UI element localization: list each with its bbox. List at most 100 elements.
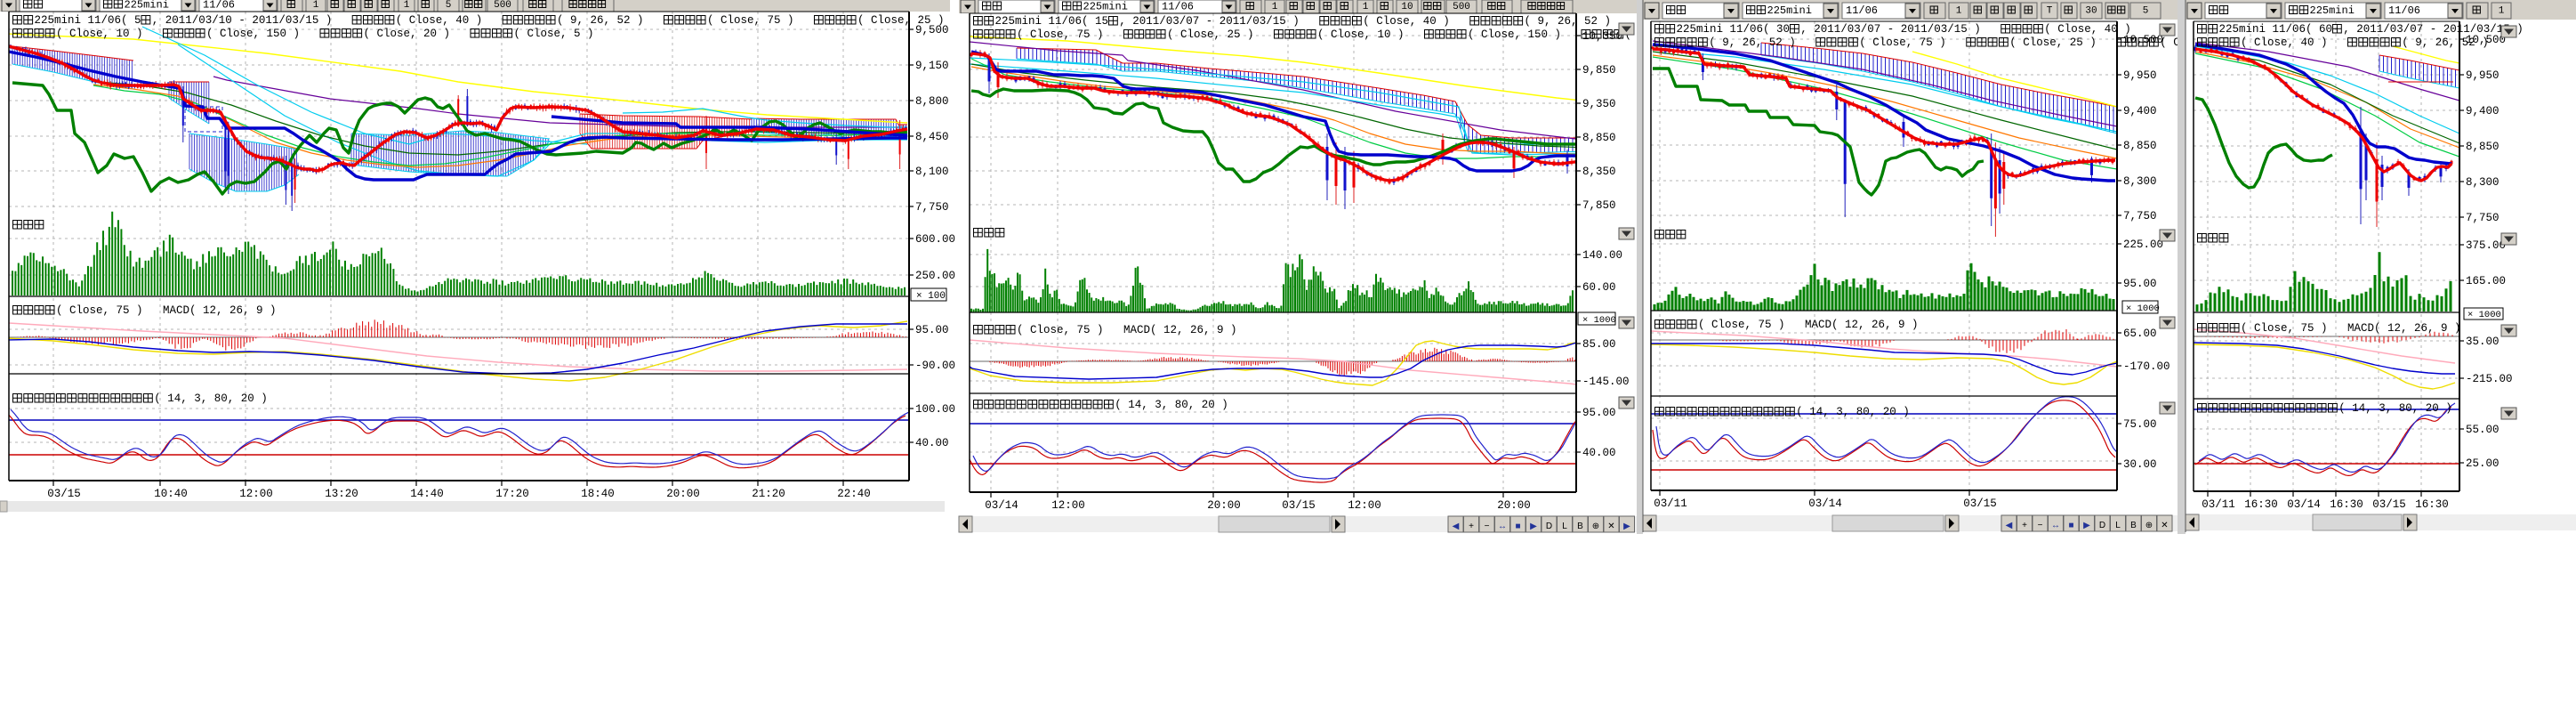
svg-text:5: 5 xyxy=(2143,6,2149,17)
svg-text:03/11: 03/11 xyxy=(2202,498,2235,511)
svg-text:8,800: 8,800 xyxy=(915,95,949,108)
svg-text:95.00: 95.00 xyxy=(1582,407,1616,419)
svg-text:85.00: 85.00 xyxy=(1582,338,1616,351)
svg-text:7,750: 7,750 xyxy=(2466,212,2500,224)
svg-text:, 2011/03/07 - 2011/03/15 ): , 2011/03/07 - 2011/03/15 ) xyxy=(1119,15,1319,28)
svg-text:-90.00: -90.00 xyxy=(915,360,955,372)
svg-text:03/14: 03/14 xyxy=(1808,498,1842,510)
svg-text:( 14, 3, 80, 20 ): ( 14, 3, 80, 20 ) xyxy=(2339,402,2452,415)
svg-text:( Close, 75 ) MACD( 12, 26,: ( Close, 75 ) MACD( 12, 26, 9 ) xyxy=(1017,324,1237,336)
svg-text:75.00: 75.00 xyxy=(2123,418,2157,431)
svg-text:20:00: 20:00 xyxy=(1207,499,1241,512)
svg-text:9,500: 9,500 xyxy=(915,24,949,36)
svg-text:( Close, 5 ): ( Close, 5 ) xyxy=(514,28,594,40)
svg-text:( Close, 20 ): ( Close, 20 ) xyxy=(364,28,471,40)
svg-text:, 2011/03/07 - 2011/03/15 ): , 2011/03/07 - 2011/03/15 ) xyxy=(1800,23,2000,36)
svg-text:140.00: 140.00 xyxy=(1582,249,1622,262)
svg-text:55.00: 55.00 xyxy=(2466,424,2500,436)
svg-text:( Close, 10 ): ( Close, 10 ) xyxy=(56,28,163,40)
svg-text:20:00: 20:00 xyxy=(1497,499,1531,512)
svg-text:( Close, 75 ): ( Close, 75 ) xyxy=(707,14,814,27)
svg-text:10,500: 10,500 xyxy=(2466,34,2506,46)
svg-text:03/11: 03/11 xyxy=(1654,498,1687,510)
svg-text:20:00: 20:00 xyxy=(666,488,700,500)
svg-text:225mini: 225mini xyxy=(1767,4,1812,17)
svg-text:500: 500 xyxy=(1453,2,1470,12)
svg-text:225.00: 225.00 xyxy=(2123,239,2163,251)
svg-text:11/06: 11/06 xyxy=(1162,0,1194,12)
svg-text:12:00: 12:00 xyxy=(1051,499,1085,512)
svg-text:1: 1 xyxy=(1363,2,1369,12)
svg-text:9,850: 9,850 xyxy=(1582,64,1616,77)
svg-text:18:40: 18:40 xyxy=(581,488,615,500)
svg-text:8,450: 8,450 xyxy=(915,131,949,143)
svg-text:■: ■ xyxy=(2068,521,2073,530)
svg-text:11/06: 11/06 xyxy=(1846,4,1878,17)
svg-text:( Close, 25 ): ( Close, 25 ) xyxy=(857,14,945,27)
svg-text:L: L xyxy=(1562,522,1567,531)
svg-text:( Close, 150 ): ( Close, 150 ) xyxy=(206,28,320,40)
svg-text:03/15: 03/15 xyxy=(1963,498,1997,510)
svg-text:10:40: 10:40 xyxy=(154,488,188,500)
svg-text:( Close, 40 ): ( Close, 40 ) xyxy=(2044,23,2131,36)
svg-text:, 2011/03/10 - 2011/03/15 ): , 2011/03/10 - 2011/03/15 ) xyxy=(152,14,352,27)
svg-text:03/14: 03/14 xyxy=(2287,498,2321,511)
svg-text:1: 1 xyxy=(1272,2,1278,12)
svg-text:( Close, 10 ): ( Close, 10 ) xyxy=(1317,28,1424,41)
svg-text:225mini: 225mini xyxy=(125,0,169,11)
svg-text:7,750: 7,750 xyxy=(915,201,949,214)
svg-text:( Close, 75 ) MACD( 12, 26,: ( Close, 75 ) MACD( 12, 26, 9 ) xyxy=(1698,319,1919,331)
svg-text:8,350: 8,350 xyxy=(1582,166,1616,178)
svg-text:⊕: ⊕ xyxy=(1592,522,1599,531)
svg-text:65.00: 65.00 xyxy=(2123,328,2157,340)
svg-text:9,950: 9,950 xyxy=(2466,69,2500,82)
svg-text:( Close, 40 ): ( Close, 40 ) xyxy=(396,14,503,27)
svg-text:225mini 11/06( 5: 225mini 11/06( 5 xyxy=(35,14,141,27)
svg-text:13:20: 13:20 xyxy=(325,488,358,500)
svg-text:165.00: 165.00 xyxy=(2466,275,2506,287)
svg-text:▶: ▶ xyxy=(1530,522,1537,531)
svg-text:225mini: 225mini xyxy=(1083,0,1128,12)
svg-text:8,100: 8,100 xyxy=(915,166,949,178)
svg-text:× 1000: × 1000 xyxy=(2467,310,2501,320)
svg-text:( 9, 26, 52 ): ( 9, 26, 52 ) xyxy=(1709,36,1815,49)
svg-text:95.00: 95.00 xyxy=(915,324,949,336)
svg-text:16:30: 16:30 xyxy=(2415,498,2449,511)
svg-text:↔: ↔ xyxy=(2051,521,2060,530)
svg-text:225mini 11/06( 60: 225mini 11/06( 60 xyxy=(2219,23,2333,36)
svg-text:↔: ↔ xyxy=(1498,522,1507,531)
svg-text:12:00: 12:00 xyxy=(1348,499,1381,512)
svg-text:8,300: 8,300 xyxy=(2466,176,2500,189)
svg-text:( 14, 3, 80, 20 ): ( 14, 3, 80, 20 ) xyxy=(1796,406,1910,418)
svg-text:◀: ◀ xyxy=(2006,521,2013,530)
svg-text:■: ■ xyxy=(1515,522,1520,531)
svg-text:16:30: 16:30 xyxy=(2330,498,2363,511)
svg-text:( Close, 25 ): ( Close, 25 ) xyxy=(1167,28,1274,41)
svg-text:−: − xyxy=(1485,522,1490,531)
svg-text:L: L xyxy=(2115,521,2121,530)
svg-text:12:00: 12:00 xyxy=(239,488,273,500)
svg-text:60.00: 60.00 xyxy=(1582,281,1616,294)
svg-text:9,150: 9,150 xyxy=(915,60,949,72)
svg-text:( 14, 3, 80, 20 ): ( 14, 3, 80, 20 ) xyxy=(1115,399,1228,411)
svg-text:17:20: 17:20 xyxy=(495,488,529,500)
svg-text:8,850: 8,850 xyxy=(2123,140,2157,152)
svg-text:5: 5 xyxy=(446,0,452,11)
svg-text:14:40: 14:40 xyxy=(410,488,444,500)
svg-text:35.00: 35.00 xyxy=(2466,336,2500,348)
svg-text:1: 1 xyxy=(1956,6,1962,17)
svg-text:( Close, 40 ): ( Close, 40 ) xyxy=(1363,15,1469,28)
svg-text:11/06: 11/06 xyxy=(203,0,235,11)
svg-text:( Close, 40 ): ( Close, 40 ) xyxy=(2241,36,2347,49)
svg-text:( Close, 75 ) MACD( 12, 26,: ( Close, 75 ) MACD( 12, 26, 9 ) xyxy=(56,304,277,317)
svg-text:03/15: 03/15 xyxy=(47,488,81,500)
svg-text:40.00: 40.00 xyxy=(1582,447,1616,459)
svg-text:10: 10 xyxy=(1401,2,1413,12)
svg-text:✕: ✕ xyxy=(2161,521,2168,530)
svg-text:, 2011/03/07 - 2011/03/15 ): , 2011/03/07 - 2011/03/15 ) xyxy=(2343,23,2524,36)
svg-text:03/15: 03/15 xyxy=(2372,498,2406,511)
svg-text:( Close, 150 ): ( Close, 150 ) xyxy=(1468,28,1582,41)
svg-text:100.00: 100.00 xyxy=(915,403,955,416)
svg-text:( 9, 26, 52 ): ( 9, 26, 52 ) xyxy=(557,14,664,27)
svg-text:1: 1 xyxy=(313,0,319,11)
